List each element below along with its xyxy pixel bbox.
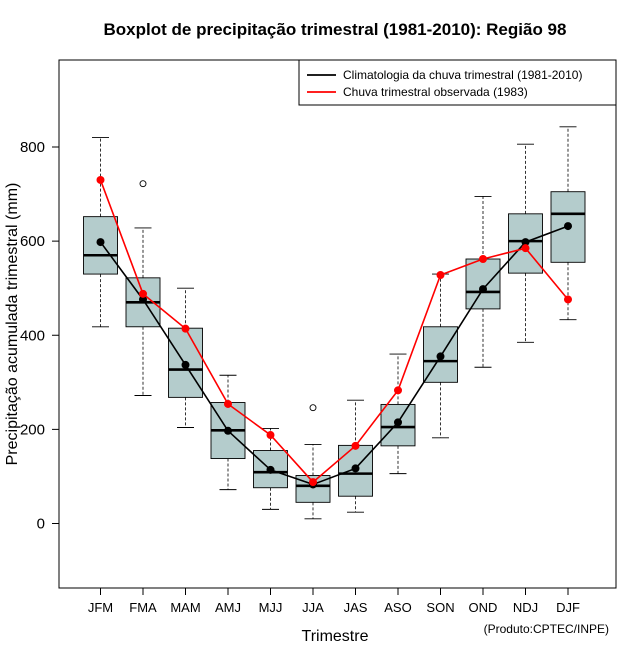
series-point-MAM <box>181 324 190 333</box>
series-point-JFM <box>96 175 105 184</box>
legend: Climatologia da chuva trimestral (1981-2… <box>298 59 617 106</box>
series-line <box>99 179 569 484</box>
series-point-JAS <box>351 464 360 473</box>
x-tick-label-DJF: DJF <box>556 600 580 615</box>
box-OND <box>465 195 501 368</box>
y-tick-label: 800 <box>20 139 45 156</box>
series-point-OND <box>479 255 487 264</box>
x-tick-label-ASO: ASO <box>384 600 411 615</box>
series-point-NDJ <box>521 238 530 247</box>
series-point-JAS <box>351 441 360 450</box>
lines-layer <box>96 175 572 489</box>
series-point-MJJ <box>266 431 275 440</box>
y-tick-label: 600 <box>20 233 45 250</box>
series-point-OND <box>479 285 487 294</box>
box-FMA <box>125 180 161 396</box>
x-axis-title: Trimestre <box>302 628 369 645</box>
series-point-JFM <box>96 238 105 247</box>
box-iqr <box>508 213 543 274</box>
outlier-point <box>139 180 147 188</box>
x-axis: JFM FMA MAM AMJ MJJ JJA JAS ASO SON OND NDJ DJF <box>88 588 580 615</box>
series-point-AMJ <box>224 399 232 408</box>
x-tick-label-MJJ: MJJ <box>259 600 283 615</box>
series-line <box>99 225 569 486</box>
x-tick-label-JFM: JFM <box>88 600 113 615</box>
y-tick-label: 200 <box>20 421 45 438</box>
y-tick-label: 0 <box>37 516 45 533</box>
series-point-FMA <box>139 295 147 304</box>
box-ASO <box>380 353 416 475</box>
y-axis-title: Precipitação acumulada trimestral (mm) <box>4 183 21 466</box>
x-tick-label-MAM: MAM <box>170 600 200 615</box>
product-credit: (Produto:CPTEC/INPE) <box>484 622 609 636</box>
x-tick-label-JJA: JJA <box>302 600 324 615</box>
series-observed <box>96 175 572 487</box>
x-tick-label-FMA: FMA <box>129 600 157 615</box>
box-JJA <box>295 404 331 520</box>
box-NDJ <box>508 143 543 343</box>
series-point-SON <box>436 271 445 280</box>
x-tick-label-NDJ: NDJ <box>513 600 538 615</box>
series-climatology <box>96 222 572 489</box>
series-point-AMJ <box>224 426 232 435</box>
series-point-MJJ <box>266 465 275 474</box>
y-tick-label: 400 <box>20 327 45 344</box>
series-point-DJF <box>564 222 572 231</box>
series-point-ASO <box>394 386 402 395</box>
series-point-JJA <box>309 478 317 487</box>
y-axis: 0 200 400 600 800 <box>20 139 59 533</box>
x-tick-label-OND: OND <box>469 600 498 615</box>
x-tick-label-JAS: JAS <box>344 600 368 615</box>
box-iqr <box>465 258 501 310</box>
box-iqr <box>380 403 416 447</box>
box-JFM <box>83 137 118 328</box>
series-point-FMA <box>139 289 147 298</box>
x-tick-label-SON: SON <box>426 600 454 615</box>
legend-box <box>298 59 617 106</box>
x-tick-label-AMJ: AMJ <box>215 600 241 615</box>
outlier-point <box>309 404 317 412</box>
series-point-ASO <box>394 418 402 427</box>
series-point-NDJ <box>521 244 530 253</box>
series-point-MAM <box>181 360 190 369</box>
chart-title: Boxplot de precipitação trimestral (1981… <box>104 20 567 39</box>
series-point-SON <box>436 352 445 361</box>
legend-observed-label: Chuva trimestral observada (1983) <box>343 85 528 99</box>
series-point-DJF <box>564 295 572 304</box>
box-MAM <box>168 287 203 428</box>
legend-climatology-label: Climatologia da chuva trimestral (1981-2… <box>343 68 582 82</box>
